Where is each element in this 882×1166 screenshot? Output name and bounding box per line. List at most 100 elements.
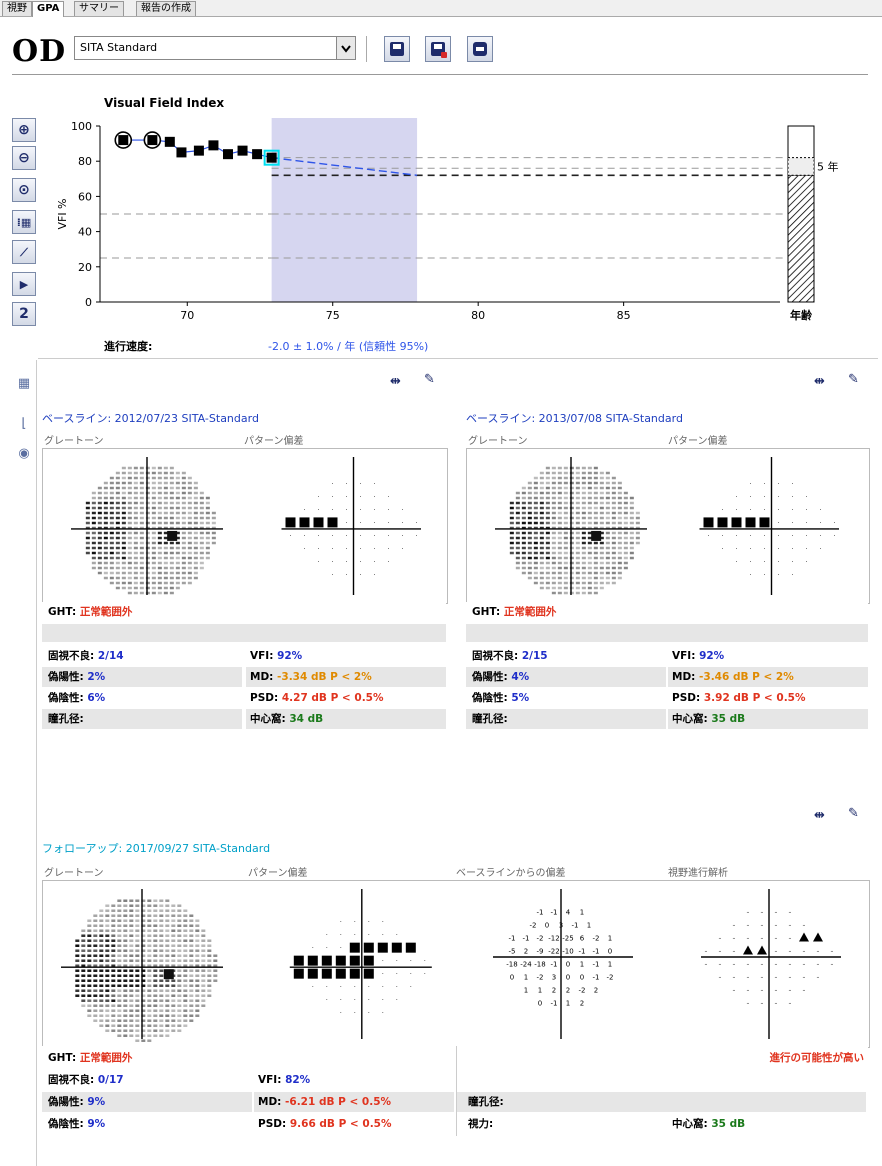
edit-icon[interactable]: ✎ (848, 372, 859, 387)
greytone-cell (127, 516, 132, 520)
compare-icon[interactable]: ⇹ (814, 374, 825, 389)
greytone-cell (187, 566, 192, 570)
greytone-cell (151, 541, 156, 545)
eye-label: OD (12, 34, 67, 69)
greytone-cell (117, 974, 122, 977)
greytone-cell (151, 521, 156, 525)
greytone-cell (545, 586, 550, 590)
baseline2-title[interactable]: ベースライン: 2013/07/08 SITA-Standard (466, 412, 683, 425)
pd-cell-normal: · (791, 531, 794, 540)
deviation-value: 1 (608, 961, 612, 969)
greytone-cell (159, 959, 164, 962)
greytone-cell (539, 561, 544, 565)
greytone-cell (105, 994, 110, 997)
view-count-button[interactable]: 2 (12, 302, 36, 326)
toolbar-divider (366, 36, 367, 62)
greytone-cell (195, 944, 200, 947)
zoom-in-button[interactable]: ⊕ (12, 118, 36, 142)
greytone-cell (515, 536, 520, 540)
compare-icon[interactable]: ⇹ (390, 374, 401, 389)
greytone-cell (151, 501, 156, 505)
chevron-down-icon[interactable] (336, 37, 355, 59)
print-button[interactable] (467, 36, 493, 62)
greytone-cell (599, 531, 604, 535)
greytone-cell (157, 531, 162, 535)
gpa-cell: - (831, 947, 834, 956)
greytone-cell (623, 501, 628, 505)
greytone-cell (111, 924, 116, 927)
tab-visual-field[interactable]: 視野 (2, 1, 32, 16)
deviation-value: -1 (523, 935, 530, 943)
save-button[interactable] (384, 36, 410, 62)
greytone-cell (533, 541, 538, 545)
tab-gpa[interactable]: GPA (32, 1, 65, 17)
greytone-cell (581, 486, 586, 490)
greytone-cell (569, 576, 574, 580)
greytone-cell (87, 964, 92, 967)
greytone-cell (163, 561, 168, 565)
pd-cell-normal: · (387, 557, 390, 566)
greytone-cell (581, 466, 586, 470)
greytone-cell (171, 1014, 176, 1017)
followup-title[interactable]: フォローアップ: 2017/09/27 SITA-Standard (42, 842, 271, 855)
deviation-value: 2 (552, 987, 556, 995)
compare-icon[interactable]: ⇹ (814, 808, 825, 823)
save-as-button[interactable] (425, 36, 451, 62)
greytone-cell (611, 476, 616, 480)
greytone-cell (165, 989, 170, 992)
baseline1-title[interactable]: ベースライン: 2012/07/23 SITA-Standard (42, 412, 259, 425)
greytone-cell (159, 1014, 164, 1017)
greytone-cell (539, 566, 544, 570)
greytone-cell (105, 989, 110, 992)
gpa-cell: - (789, 960, 792, 969)
zoom-out-icon: ⊖ (18, 150, 30, 166)
greytone-cell (75, 964, 80, 967)
pd-cell-normal: · (326, 996, 329, 1005)
greytone-cell (545, 471, 550, 475)
scatter-toggle-button[interactable]: ⁞▦ (12, 210, 36, 234)
ght-row: GHT: 正常範囲外 (42, 1048, 454, 1068)
pd-cell-normal: · (359, 531, 362, 540)
greytone-cell (617, 531, 622, 535)
greytone-cell (111, 1004, 116, 1007)
greytone-cell (121, 491, 126, 495)
gpa-cell: - (775, 986, 778, 995)
greytone-cell (195, 949, 200, 952)
greytone-cell (551, 486, 556, 490)
strategy-select[interactable]: SITA Standard (74, 36, 356, 60)
chart-view-icon[interactable]: ⌊ (21, 416, 27, 431)
deviation-value: -2 (530, 922, 537, 930)
eye-view-icon[interactable]: ◉ (18, 446, 30, 461)
greytone-cell (201, 984, 206, 987)
tab-summary[interactable]: サマリー (74, 1, 124, 16)
greytone-cell (605, 501, 610, 505)
edit-icon[interactable]: ✎ (848, 806, 859, 821)
greytone-cell (623, 541, 628, 545)
greytone-cell (139, 551, 144, 555)
pupil-label: 瞳孔径: (468, 1096, 504, 1108)
greytone-cell (569, 481, 574, 485)
tab-report[interactable]: 報告の作成 (136, 1, 196, 16)
gpa-cell: - (719, 960, 722, 969)
play-button[interactable]: ▶ (12, 272, 36, 296)
pd-cell-normal: · (833, 518, 836, 527)
greytone-cell (117, 904, 122, 907)
zoom-reset-button[interactable]: ⊙ (12, 178, 36, 202)
greytone-cell (163, 546, 168, 550)
greytone-cell (121, 546, 126, 550)
zoom-out-button[interactable]: ⊖ (12, 146, 36, 170)
greytone-cell (213, 959, 218, 962)
greytone-cell (153, 1014, 158, 1017)
greytone-cell (617, 536, 622, 540)
greytone-cell (111, 984, 116, 987)
greytone-cell (105, 1014, 110, 1017)
greytone-cell (99, 919, 104, 922)
pd-cell-normal: · (303, 531, 306, 540)
greytone-cell (75, 944, 80, 947)
greytone-cell (175, 491, 180, 495)
edit-icon[interactable]: ✎ (424, 372, 435, 387)
grid-view-icon[interactable]: ▦ (17, 376, 31, 391)
regression-toggle-button[interactable]: ⟋ (12, 240, 36, 264)
greytone-cell (133, 491, 138, 495)
greytone-cell (147, 929, 152, 932)
